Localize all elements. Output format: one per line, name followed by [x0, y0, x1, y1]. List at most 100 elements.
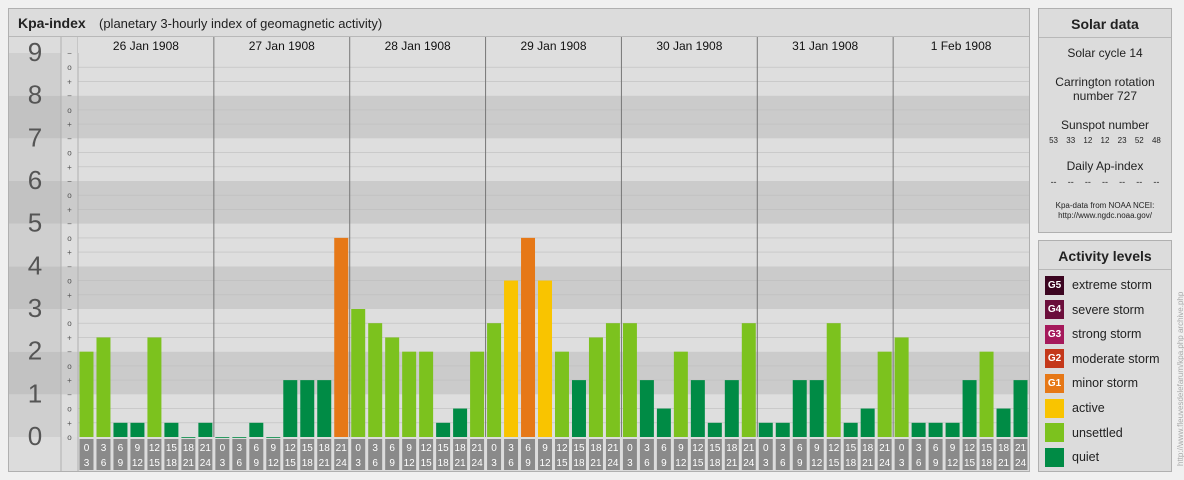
interval-start-label: 6	[254, 443, 260, 454]
kpa-bar-chart: 0123456789+o−+o−+o−+o−+o−+o−+o−+o−+o−o26…	[9, 37, 1029, 471]
interval-label-box	[419, 439, 434, 470]
interval-end-label: 21	[319, 458, 331, 469]
y-subtick-label: o	[67, 63, 72, 72]
y-subtick-label: o	[67, 319, 72, 328]
y-band	[61, 95, 1029, 139]
y-subtick-label: o	[67, 191, 72, 200]
interval-label-box	[843, 439, 858, 470]
activity-level-row: G3 strong storm	[1045, 324, 1141, 344]
kp-bar	[521, 237, 536, 437]
interval-start-label: 9	[135, 443, 141, 454]
kp-bar	[504, 280, 519, 437]
sunspot-value: 12	[1083, 136, 1093, 145]
interval-start-label: 15	[302, 443, 314, 454]
interval-label-box	[79, 439, 94, 470]
y-tick-label: 7	[28, 122, 42, 152]
y-subtick-label: o	[67, 362, 72, 371]
y-subtick-label: −	[67, 305, 72, 314]
interval-label-box	[351, 439, 366, 470]
y-subtick-label: −	[67, 177, 72, 186]
interval-end-label: 18	[981, 458, 993, 469]
kp-bar	[538, 280, 552, 437]
interval-end-label: 9	[933, 458, 939, 469]
interval-start-label: 9	[271, 443, 277, 454]
interval-end-label: 18	[438, 458, 450, 469]
kp-bar	[453, 408, 468, 437]
y-band-label-bg	[9, 351, 61, 395]
interval-label-box	[402, 439, 417, 470]
kp-bar	[317, 380, 332, 437]
interval-label-box	[979, 439, 994, 470]
ap-value: --	[1101, 177, 1108, 187]
kp-bar	[690, 380, 705, 437]
kp-bar	[792, 380, 807, 437]
data-source-note: Kpa-data from NOAA NCEI: http://www.ngdc…	[1039, 201, 1171, 221]
interval-start-label: 18	[455, 443, 467, 454]
interval-start-label: 18	[319, 443, 331, 454]
kp-bar	[266, 437, 281, 438]
sunspot-value: 52	[1134, 136, 1144, 145]
interval-label-box	[521, 439, 536, 470]
interval-label-box	[113, 439, 128, 470]
solar-data-panel: Solar data Solar cycle 14 Carrington rot…	[1038, 8, 1172, 233]
interval-label-box	[758, 439, 773, 470]
kp-bar	[436, 422, 451, 437]
interval-label-box	[300, 439, 315, 470]
kp-bar	[555, 351, 569, 437]
interval-start-label: 21	[472, 443, 484, 454]
y-tick-label: 3	[28, 293, 42, 323]
y-subtick-label: −	[67, 134, 72, 143]
kp-bar	[622, 323, 637, 437]
interval-start-label: 9	[406, 443, 412, 454]
y-subtick-label: +	[67, 77, 72, 86]
source-link[interactable]: http://www.ngdc.noaa.gov/	[1058, 211, 1152, 220]
kp-bar	[605, 323, 620, 437]
y-subtick-label: −	[67, 220, 72, 229]
interval-end-label: 6	[644, 458, 650, 469]
kp-bar	[775, 422, 790, 437]
y-subtick-label: −	[67, 262, 72, 271]
kpa-chart-panel: Kpa-index (planetary 3-hourly index of g…	[8, 8, 1030, 472]
interval-end-label: 24	[607, 458, 619, 469]
interval-start-label: 21	[200, 443, 212, 454]
interval-end-label: 3	[627, 458, 633, 469]
kp-bar	[96, 337, 111, 437]
interval-start-label: 12	[556, 443, 568, 454]
interval-end-label: 18	[302, 458, 314, 469]
kp-bar	[351, 309, 366, 437]
activity-level-label: strong storm	[1072, 327, 1142, 342]
activity-level-row: G2 moderate storm	[1045, 349, 1160, 369]
interval-label-box	[555, 439, 569, 470]
interval-label-box	[504, 439, 519, 470]
interval-label-box	[741, 439, 756, 470]
interval-start-label: 15	[166, 443, 178, 454]
y-subtick-label: +	[67, 376, 72, 385]
ap-value: --	[1067, 177, 1074, 187]
interval-start-label: 21	[879, 443, 891, 454]
interval-end-label: 24	[743, 458, 755, 469]
y-subtick-label: −	[67, 390, 72, 399]
ap-value: --	[1050, 177, 1057, 187]
interval-end-label: 9	[525, 458, 531, 469]
interval-start-label: 0	[899, 443, 905, 454]
interval-label-box	[724, 439, 739, 470]
interval-end-label: 9	[118, 458, 124, 469]
solar-cycle: Solar cycle 14	[1067, 46, 1143, 60]
interval-label-box	[198, 439, 213, 470]
solar-data-title: Solar data	[1039, 9, 1171, 38]
interval-label-box	[215, 439, 230, 470]
day-label: 26 Jan 1908	[113, 39, 179, 53]
y-tick-label: 8	[28, 80, 42, 110]
interval-start-label: 3	[237, 443, 243, 454]
kp-bar	[877, 351, 892, 437]
y-subtick-label: −	[67, 49, 72, 58]
activity-level-swatch	[1045, 423, 1064, 443]
interval-start-label: 15	[845, 443, 857, 454]
interval-start-label: 0	[627, 443, 633, 454]
interval-label-box	[622, 439, 637, 470]
interval-start-label: 3	[780, 443, 786, 454]
interval-end-label: 12	[404, 458, 416, 469]
y-subtick-label: o	[67, 149, 72, 158]
activity-level-row: G1 minor storm	[1045, 373, 1138, 393]
interval-start-label: 12	[149, 443, 161, 454]
